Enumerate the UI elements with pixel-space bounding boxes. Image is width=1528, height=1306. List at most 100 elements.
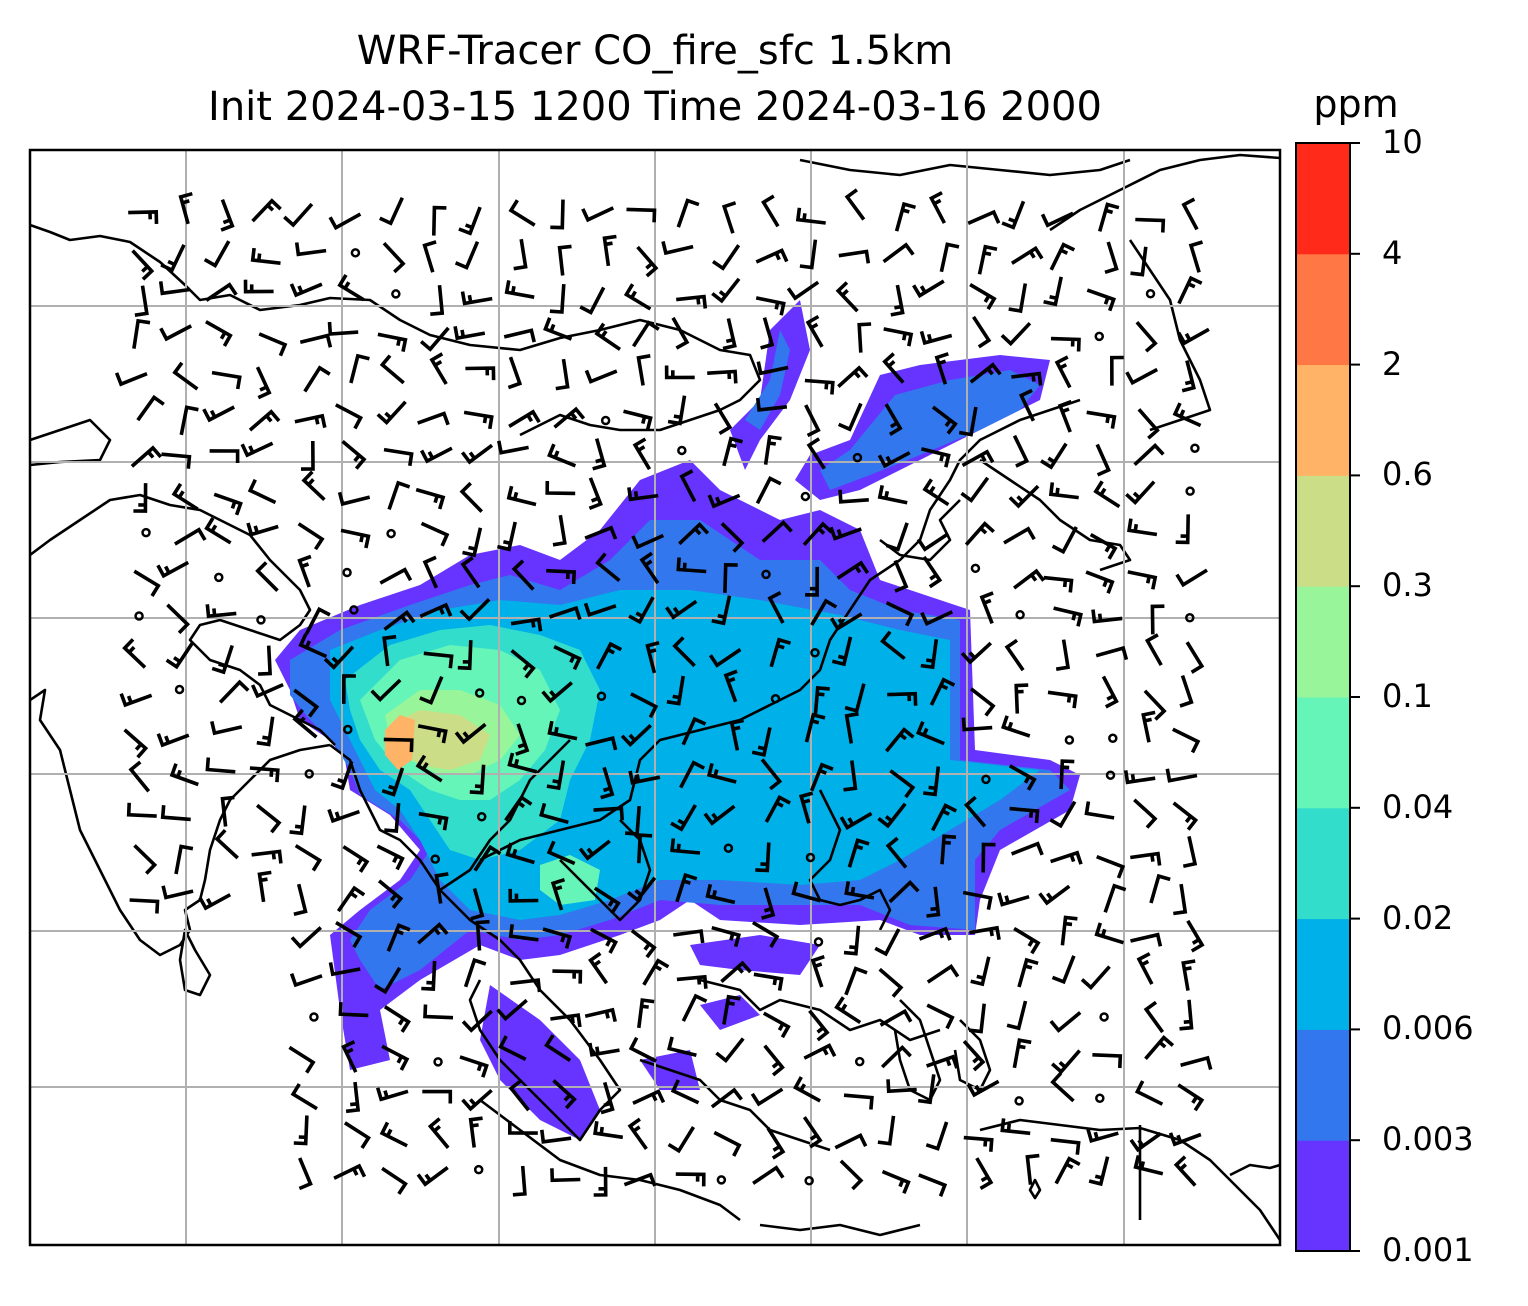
wind-barb: [1008, 484, 1040, 509]
wind-barb: [667, 1036, 697, 1058]
wind-barb: [1001, 715, 1031, 738]
colorbar-segment: [1296, 253, 1350, 366]
wind-barb: [457, 640, 473, 671]
wind-barb: [713, 402, 733, 436]
wind-barb: [810, 598, 838, 626]
wind-barb: [349, 353, 370, 384]
calm-wind-marker: [1064, 735, 1075, 745]
wind-barb: [920, 447, 951, 468]
wind-barb: [243, 279, 274, 294]
wind-barb: [294, 413, 327, 428]
wind-barb: [761, 194, 780, 228]
wind-barb: [1188, 240, 1204, 273]
wind-barb: [288, 1045, 316, 1074]
wind-barb: [835, 281, 859, 313]
coastline: [879, 499, 961, 562]
wind-barb: [512, 1165, 527, 1197]
wind-barb: [1141, 710, 1156, 743]
wind-barb: [382, 634, 397, 667]
wind-barb: [1143, 1000, 1165, 1034]
coastline: [979, 1118, 1280, 1241]
wind-barb: [220, 795, 235, 827]
wind-barb: [673, 929, 705, 944]
wind-barb: [508, 1121, 538, 1135]
coastline: [699, 978, 941, 1042]
wind-barb: [761, 887, 776, 920]
wind-barb: [962, 890, 993, 910]
wind-barb: [631, 320, 660, 348]
wind-barb: [552, 514, 567, 547]
wind-barb: [711, 277, 741, 304]
wind-barb: [722, 318, 737, 351]
calm-wind-marker: [256, 615, 266, 625]
wind-barb: [834, 1132, 868, 1150]
wind-barb: [1180, 1055, 1213, 1070]
wind-barb: [511, 559, 535, 591]
wind-barb: [289, 805, 307, 836]
wind-barb: [550, 877, 566, 911]
wind-barb: [1009, 806, 1040, 824]
wind-barb: [327, 321, 359, 336]
wind-barb: [542, 927, 573, 949]
wind-barb: [505, 842, 535, 865]
wind-barb: [547, 443, 577, 468]
wind-barb: [979, 591, 994, 625]
wind-barb: [844, 881, 875, 900]
wind-barb: [547, 720, 578, 741]
wind-barb: [1179, 675, 1194, 708]
wind-barb: [1173, 883, 1188, 916]
wind-barb: [877, 451, 911, 469]
wind-barb: [624, 805, 641, 836]
wind-barb: [837, 365, 869, 388]
wind-barb: [1096, 855, 1126, 879]
wind-barb: [626, 207, 657, 223]
wind-barb: [675, 1172, 706, 1187]
wind-barb: [1172, 402, 1202, 428]
wind-barb: [198, 893, 232, 911]
wind-barb: [250, 682, 284, 699]
wind-barb: [173, 527, 207, 546]
wind-barb: [887, 691, 918, 706]
wind-barb: [879, 1008, 913, 1027]
wind-barb: [1057, 399, 1072, 433]
wind-barb: [255, 561, 279, 592]
wind-barb: [1050, 1071, 1075, 1103]
wind-barb: [1133, 443, 1165, 467]
wind-barb: [969, 283, 997, 311]
wind-barb: [550, 1013, 582, 1028]
wind-barb: [755, 397, 788, 412]
colorbar-segment: [1296, 807, 1350, 920]
wind-barb: [885, 601, 915, 627]
wind-barb: [541, 681, 573, 704]
wind-barb: [829, 612, 863, 631]
wind-barb: [1095, 443, 1111, 477]
colorbar-tick-label: 0.02: [1382, 898, 1454, 937]
wind-barb: [419, 602, 453, 619]
coastline: [1049, 153, 1280, 232]
wind-barb: [540, 1129, 572, 1144]
calm-wind-marker: [473, 1164, 484, 1175]
wind-barb: [1086, 1128, 1119, 1144]
plume-band-1: [820, 370, 1040, 490]
wind-barb: [1182, 836, 1198, 869]
wind-barb: [975, 1157, 994, 1190]
calm-wind-marker: [600, 415, 611, 426]
wind-barb: [379, 567, 413, 585]
wind-barb: [461, 1088, 493, 1112]
wind-barb: [545, 480, 576, 496]
wind-barb: [707, 493, 741, 509]
wind-barb: [213, 492, 243, 516]
wind-barb: [676, 557, 707, 574]
wind-barb: [721, 201, 737, 234]
calm-wind-marker: [716, 1175, 727, 1185]
coastline: [1028, 1178, 1042, 1200]
calm-wind-marker: [813, 937, 824, 947]
wind-barb: [136, 394, 165, 422]
wind-barb: [1050, 850, 1083, 865]
wind-barb: [878, 967, 904, 998]
wind-barb: [963, 1135, 994, 1152]
wind-barb: [293, 1115, 309, 1146]
wind-barb: [632, 1089, 666, 1105]
wind-barb: [578, 839, 611, 861]
calm-wind-marker: [391, 289, 401, 299]
